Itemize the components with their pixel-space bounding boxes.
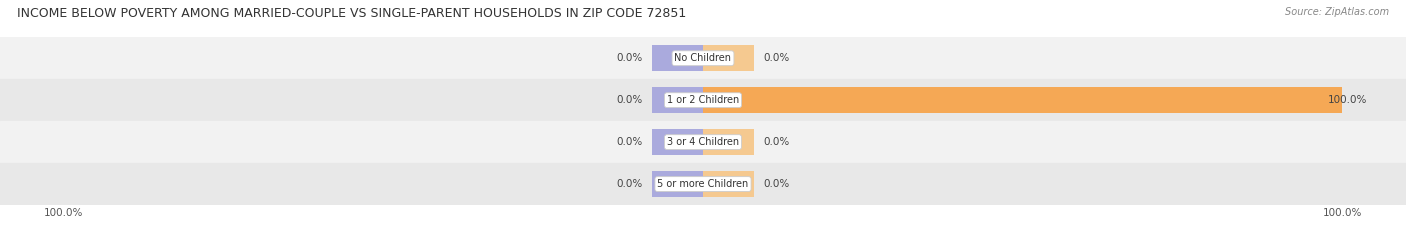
Bar [652, 45, 703, 71]
Bar [652, 171, 703, 197]
Text: 0.0%: 0.0% [616, 179, 643, 189]
Bar [0, 163, 1406, 205]
Bar [703, 171, 754, 197]
Text: 100.0%: 100.0% [1329, 95, 1368, 105]
Text: Source: ZipAtlas.com: Source: ZipAtlas.com [1285, 7, 1389, 17]
Text: 1 or 2 Children: 1 or 2 Children [666, 95, 740, 105]
Text: 0.0%: 0.0% [763, 179, 790, 189]
Text: 0.0%: 0.0% [616, 95, 643, 105]
Bar [0, 37, 1406, 79]
Bar [703, 45, 754, 71]
Text: 0.0%: 0.0% [616, 137, 643, 147]
Text: INCOME BELOW POVERTY AMONG MARRIED-COUPLE VS SINGLE-PARENT HOUSEHOLDS IN ZIP COD: INCOME BELOW POVERTY AMONG MARRIED-COUPL… [17, 7, 686, 20]
Bar [652, 129, 703, 155]
Text: 5 or more Children: 5 or more Children [658, 179, 748, 189]
Bar [652, 87, 703, 113]
Text: 3 or 4 Children: 3 or 4 Children [666, 137, 740, 147]
Bar [0, 121, 1406, 163]
Bar [703, 87, 1343, 113]
Bar [0, 79, 1406, 121]
Bar [703, 129, 754, 155]
Text: No Children: No Children [675, 53, 731, 63]
Text: 0.0%: 0.0% [763, 137, 790, 147]
Text: 0.0%: 0.0% [616, 53, 643, 63]
Text: 0.0%: 0.0% [763, 53, 790, 63]
